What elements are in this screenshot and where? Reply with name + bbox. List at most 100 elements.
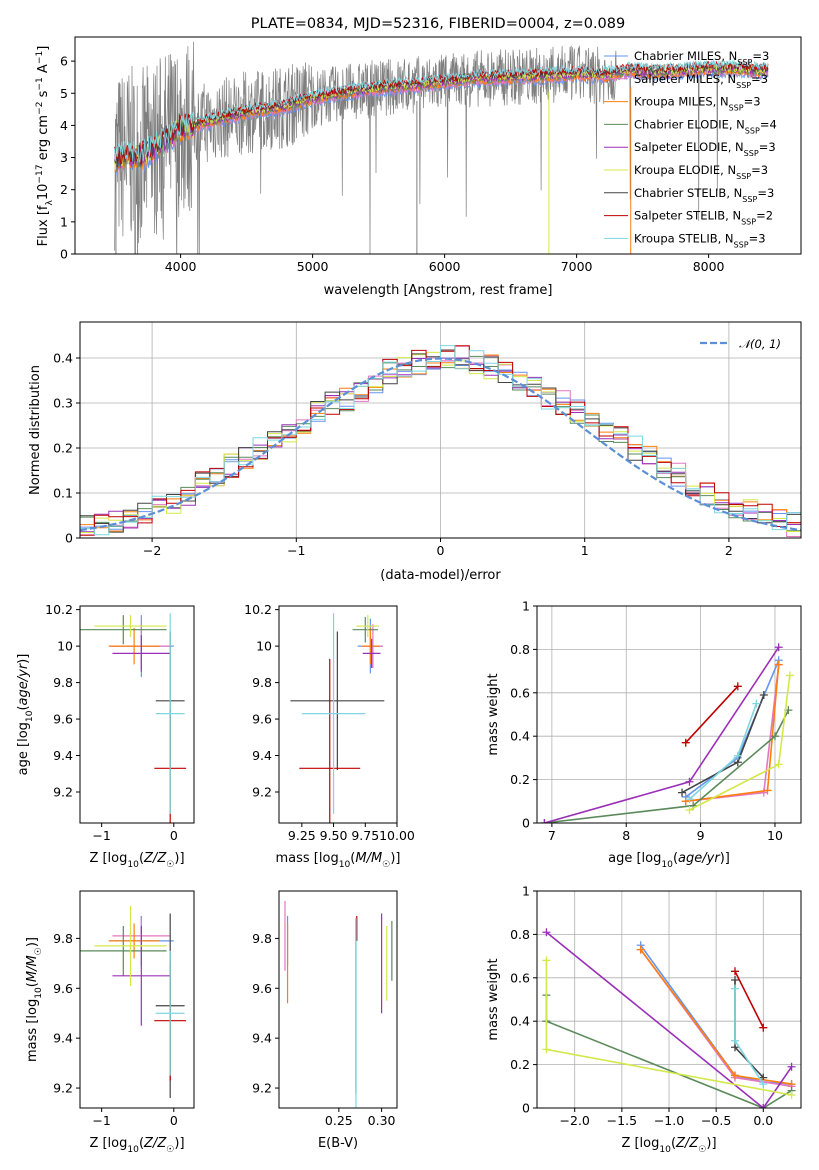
y-tick-label: 10.2	[45, 602, 73, 617]
y-tick-label: 9.2	[252, 1081, 272, 1096]
panel-6: 0.25 0.30 9.2 9.4 9.6 9.8	[252, 890, 398, 1128]
y-tick-label: 0.4	[510, 729, 530, 744]
x-tick-label: 0.25	[325, 1113, 353, 1128]
plot-area	[284, 900, 393, 1108]
y-tick-label: 0	[60, 247, 68, 262]
y-tick-label: 0.8	[510, 927, 530, 942]
data-point	[731, 975, 739, 984]
y-tick-label: 9.8	[252, 931, 272, 946]
x-tick-label: −1	[92, 828, 110, 843]
y-axis-label: mass weight	[486, 958, 501, 1040]
panel-7: −2.0 −1.5 −1.0 −0.5 0.0 0 0.2 0.4 0.6 0.8 1	[510, 884, 802, 1128]
weight-line	[640, 944, 792, 1085]
y-axis-label: Flux [fλ10−17 erg cm−2 s−1 A−1]	[35, 46, 55, 247]
x-tick-label: 6000	[429, 259, 461, 274]
y-tick-label: 0.3	[53, 396, 73, 411]
legend-entry: Chabrier MILES, NSSP=3	[634, 49, 769, 67]
y-tick-label: 9.4	[252, 748, 272, 763]
axes-frame	[536, 890, 802, 1109]
x-tick-label: 10.00	[379, 828, 415, 843]
x-tick-label: −1.5	[607, 1113, 637, 1128]
y-tick-label: 0.6	[510, 970, 530, 985]
y-tick-label: 10.2	[244, 602, 272, 617]
y-tick-label: 9.2	[53, 1081, 73, 1096]
legend-entry: Salpeter MILES, NSSP=3	[634, 72, 768, 90]
x-axis-label: (data-model)/error	[380, 568, 501, 583]
y-tick-label: 0.2	[510, 772, 530, 787]
panel-5: −1 0 9.2 9.4 9.6 9.8	[53, 890, 195, 1128]
x-tick-label: 9.25	[288, 828, 316, 843]
panel-4: 7 8 9 10 0 0.2 0.4 0.6 0.8 1	[510, 599, 802, 843]
x-tick-label: 7	[548, 828, 556, 843]
model-spectrum	[114, 63, 769, 170]
y-tick-label: 9.6	[252, 712, 272, 727]
x-tick-label: −2	[143, 543, 161, 558]
x-tick-label: −2.0	[560, 1113, 590, 1128]
x-axis-label: E(B-V)	[318, 1136, 358, 1151]
weight-line	[544, 709, 790, 823]
y-axis-label: age [log10(age/yr)]	[16, 654, 35, 776]
data-point	[785, 671, 794, 680]
weight-line	[544, 646, 780, 823]
data-point	[759, 1080, 768, 1089]
y-tick-label: 9.2	[252, 785, 272, 800]
x-tick-label: 4000	[165, 259, 197, 274]
data-point	[752, 699, 761, 708]
y-tick-label: 9.8	[53, 931, 73, 946]
normal-curve	[80, 357, 801, 532]
data-point	[774, 760, 783, 769]
x-tick-label: 0	[437, 543, 445, 558]
x-tick-label: 5000	[297, 259, 329, 274]
data-point	[731, 984, 739, 993]
y-tick-label: 9.4	[53, 748, 73, 763]
y-tick-label: 1	[60, 214, 68, 229]
y-axis-label: mass [log10(M/M☉)]	[25, 937, 44, 1062]
y-tick-label: 9.4	[252, 1031, 272, 1046]
y-tick-label: 6	[60, 54, 68, 69]
plot-area	[537, 891, 801, 1108]
x-tick-label: 7000	[561, 259, 593, 274]
y-tick-label: 9.4	[53, 1031, 73, 1046]
y-tick-label: 9.2	[53, 785, 73, 800]
y-tick-label: 0.6	[510, 685, 530, 700]
weight-line	[734, 988, 764, 1085]
x-axis-label: Z [log10(Z/Z☉)]	[89, 1136, 184, 1155]
y-axis-label: Normed distribution	[28, 365, 43, 495]
x-tick-label: 10	[767, 828, 783, 843]
y-tick-label: 9.6	[53, 981, 73, 996]
weight-line	[688, 703, 758, 800]
x-tick-label: 2	[725, 543, 733, 558]
data-point	[542, 1045, 551, 1054]
data-point	[681, 738, 690, 747]
plot-area	[80, 905, 187, 1099]
legend-entry: 𝒩(0, 1)	[739, 337, 781, 351]
y-tick-label: 0.2	[510, 1057, 530, 1072]
plot-area	[80, 613, 187, 823]
data-point	[787, 1090, 796, 1099]
data-point	[787, 1062, 796, 1071]
panel-0: 4000 5000 6000 7000 8000 0 1 2 3 4 5 6	[60, 36, 802, 274]
plot-area	[114, 41, 769, 254]
y-tick-label: 0.1	[53, 486, 73, 501]
data-point	[731, 1036, 739, 1045]
y-tick-label: 2	[60, 182, 68, 197]
data-point	[636, 945, 645, 954]
x-axis-label: mass [log10(M/M☉)]	[276, 851, 401, 870]
x-tick-label: −1	[287, 543, 305, 558]
y-tick-label: 9.6	[53, 712, 73, 727]
weight-line	[734, 970, 765, 1029]
x-tick-label: 9.75	[351, 828, 379, 843]
x-tick-label: 8000	[693, 259, 725, 274]
y-tick-label: 5	[60, 86, 68, 101]
y-tick-label: 9.6	[252, 981, 272, 996]
y-tick-label: 0.2	[53, 441, 73, 456]
y-axis-label: mass weight	[486, 673, 501, 755]
legend-entry: Chabrier ELODIE, NSSP=4	[634, 117, 777, 135]
y-tick-label: 0	[522, 816, 530, 831]
panel-2: −1 0 9.2 9.4 9.6 9.8 10 10.2	[45, 602, 195, 843]
x-tick-label: 9.50	[320, 828, 348, 843]
data-point	[759, 1023, 768, 1032]
axes-frame	[278, 605, 398, 824]
panel-3: 9.25 9.50 9.75 10.00 9.2 9.4 9.6 9.8 10 10.2	[244, 602, 415, 843]
